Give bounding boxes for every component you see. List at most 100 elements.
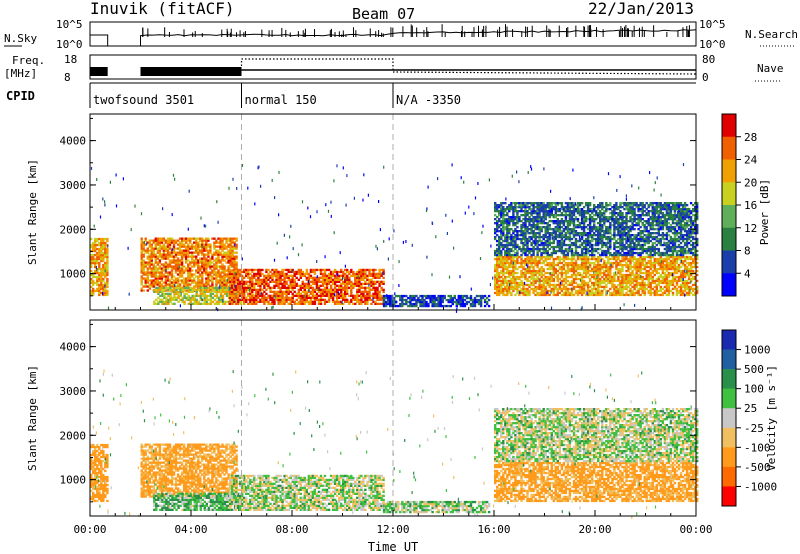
- power-cell: [307, 282, 311, 285]
- power-cell: [356, 298, 359, 301]
- power-cell: [301, 302, 304, 305]
- power-cell: [191, 294, 194, 297]
- power-cell: [237, 286, 240, 289]
- power-cell: [335, 278, 339, 281]
- power-cell: [287, 276, 290, 279]
- power-cell: [153, 288, 156, 291]
- power-cell: [609, 293, 612, 297]
- power-cell: [380, 282, 383, 285]
- power-cell: [370, 268, 373, 272]
- power-cell: [178, 285, 182, 288]
- power-cell: [538, 285, 541, 289]
- power-cell: [518, 285, 521, 289]
- power-cell: [380, 268, 383, 272]
- power-cell: [162, 251, 166, 254]
- power-cell: [540, 273, 543, 277]
- power-cell: [261, 282, 264, 285]
- power-cell: [548, 277, 551, 281]
- power-cell: [160, 269, 164, 272]
- power-cell: [685, 283, 689, 287]
- power-cell: [98, 241, 101, 245]
- power-cell: [597, 261, 600, 265]
- power-cell: [479, 294, 483, 298]
- power-cell: [154, 237, 157, 240]
- power-cell: [546, 255, 549, 259]
- power-cell: [305, 286, 308, 289]
- power-cell: [315, 282, 319, 285]
- power-cell: [209, 265, 212, 268]
- power-cell: [228, 280, 232, 283]
- power-cell: [619, 263, 622, 267]
- power-cell: [536, 271, 539, 275]
- power-cell: [601, 289, 604, 293]
- power-cell: [516, 277, 519, 281]
- power-cell: [195, 243, 198, 246]
- power-cell: [263, 284, 266, 287]
- power-cell: [168, 265, 172, 268]
- power-cell: [203, 283, 206, 286]
- power-cell: [221, 283, 224, 286]
- power-cell: [285, 292, 288, 295]
- power-cell: [540, 287, 543, 291]
- power-cell: [271, 296, 274, 299]
- power-cell: [376, 290, 379, 293]
- power-cell: [174, 255, 178, 258]
- power-cell: [335, 294, 339, 297]
- power-cell: [189, 247, 192, 250]
- power-cell: [368, 272, 371, 276]
- power-cell: [156, 267, 160, 270]
- power-cell: [588, 263, 592, 267]
- power-cell: [275, 284, 278, 287]
- power-cell: [315, 294, 319, 297]
- power-cell: [356, 282, 359, 285]
- power-cell: [496, 287, 499, 291]
- power-cell: [100, 251, 103, 255]
- power-cell: [520, 275, 523, 279]
- power-cell: [146, 263, 149, 266]
- power-cell: [253, 300, 256, 303]
- power-cell: [182, 283, 186, 286]
- power-cell: [510, 247, 513, 251]
- power-cell: [530, 228, 533, 231]
- power-cell: [633, 293, 636, 297]
- power-cell: [370, 294, 373, 297]
- power-cell: [393, 296, 396, 300]
- power-cell: [514, 261, 517, 265]
- power-cell: [215, 281, 218, 284]
- power-cell: [629, 277, 632, 281]
- power-cell: [378, 276, 381, 279]
- power-cell: [496, 228, 499, 231]
- power-cell: [538, 293, 541, 297]
- power-cell: [516, 249, 519, 253]
- power-cell: [518, 265, 521, 269]
- power-cell: [297, 284, 300, 287]
- power-cell: [370, 282, 373, 285]
- power-cell: [530, 263, 533, 267]
- power-cell: [661, 261, 665, 265]
- power-cell: [405, 298, 408, 302]
- power-cell: [356, 290, 359, 293]
- freq-panel: [89, 54, 697, 80]
- power-cell: [528, 289, 531, 293]
- power-cell: [362, 276, 365, 279]
- power-cell: [325, 290, 329, 293]
- power-cell: [158, 265, 162, 268]
- power-cell: [225, 290, 229, 293]
- power-cell: [191, 290, 194, 293]
- power-cell: [504, 287, 507, 291]
- power-cell: [619, 283, 622, 287]
- power-cell: [498, 212, 501, 215]
- power-cell: [191, 275, 194, 278]
- power-cell: [197, 281, 200, 284]
- power-cell: [285, 272, 288, 276]
- power-cell: [205, 294, 208, 297]
- power-cell: [205, 249, 208, 252]
- power-cell: [275, 276, 278, 279]
- power-cell: [508, 279, 511, 283]
- power-cell: [532, 277, 535, 281]
- power-cell: [653, 281, 656, 285]
- power-cell: [227, 267, 230, 270]
- power-cell: [231, 261, 234, 264]
- power-cell: [548, 279, 551, 283]
